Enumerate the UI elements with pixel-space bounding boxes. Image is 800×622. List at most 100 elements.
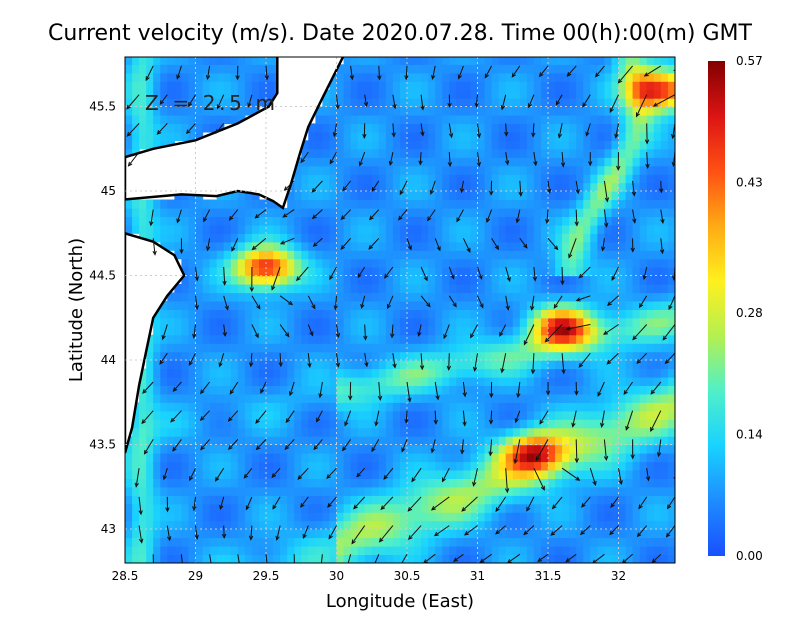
field-cell — [174, 115, 182, 124]
field-cell — [499, 453, 507, 462]
field-cell — [442, 259, 450, 268]
field-cell — [280, 394, 288, 403]
field-cell — [386, 107, 394, 116]
field-cell — [640, 309, 648, 318]
field-cell — [562, 538, 570, 547]
field-cell — [449, 107, 457, 116]
field-cell — [351, 225, 359, 234]
field-cell — [435, 478, 443, 487]
field-cell — [633, 81, 641, 90]
field-cell — [379, 343, 387, 352]
field-cell — [160, 343, 168, 352]
field-cell — [428, 107, 436, 116]
field-cell — [266, 394, 274, 403]
field-cell — [203, 470, 211, 479]
field-cell — [196, 335, 204, 344]
field-cell — [231, 309, 239, 318]
field-cell — [463, 225, 471, 234]
field-cell — [301, 512, 309, 521]
field-cell — [231, 504, 239, 513]
field-cell — [583, 166, 591, 175]
field-cell — [315, 402, 323, 411]
field-cell — [647, 225, 655, 234]
field-cell — [548, 149, 556, 158]
field-cell — [231, 554, 239, 563]
field-cell — [513, 369, 521, 378]
field-cell — [633, 284, 641, 293]
field-cell — [428, 276, 436, 285]
field-cell — [132, 554, 140, 563]
field-cell — [351, 521, 359, 530]
field-cell — [633, 318, 641, 327]
field-cell — [181, 81, 189, 90]
field-cell — [344, 309, 352, 318]
field-cell — [351, 276, 359, 285]
field-cell — [245, 318, 253, 327]
field-cell — [661, 428, 669, 437]
field-cell — [252, 64, 260, 73]
field-cell — [506, 166, 514, 175]
field-cell — [132, 495, 140, 504]
field-cell — [485, 47, 493, 56]
field-cell — [358, 369, 366, 378]
field-cell — [456, 478, 464, 487]
field-cell — [294, 360, 302, 369]
field-cell — [456, 335, 464, 344]
field-cell — [217, 385, 225, 394]
field-cell — [442, 132, 450, 141]
field-cell — [449, 284, 457, 293]
field-cell — [513, 132, 521, 141]
field-cell — [456, 267, 464, 276]
field-cell — [604, 149, 612, 158]
field-cell — [449, 512, 457, 521]
field-cell — [132, 445, 140, 454]
field-cell — [358, 343, 366, 352]
field-cell — [308, 402, 316, 411]
field-cell — [224, 309, 232, 318]
field-cell — [379, 200, 387, 209]
field-cell — [499, 385, 507, 394]
field-cell — [273, 419, 281, 428]
field-cell — [520, 107, 528, 116]
field-cell — [174, 546, 182, 555]
field-cell — [153, 529, 161, 538]
field-cell — [365, 191, 373, 200]
field-cell — [583, 242, 591, 251]
field-cell — [456, 166, 464, 175]
field-cell — [478, 411, 486, 420]
field-cell — [492, 284, 500, 293]
field-cell — [308, 470, 316, 479]
field-cell — [414, 445, 422, 454]
field-cell — [661, 157, 669, 166]
field-cell — [287, 343, 295, 352]
field-cell — [442, 546, 450, 555]
field-cell — [619, 73, 627, 82]
field-cell — [181, 284, 189, 293]
field-cell — [576, 419, 584, 428]
field-cell — [266, 436, 274, 445]
field-cell — [125, 98, 133, 107]
field-cell — [428, 402, 436, 411]
field-cell — [597, 529, 605, 538]
field-cell — [520, 512, 528, 521]
field-cell — [619, 521, 627, 530]
field-cell — [619, 115, 627, 124]
field-cell — [555, 107, 563, 116]
field-cell — [146, 512, 154, 521]
field-cell — [626, 335, 634, 344]
field-cell — [351, 191, 359, 200]
field-cell — [308, 529, 316, 538]
field-cell — [527, 90, 535, 99]
field-cell — [393, 495, 401, 504]
field-cell — [365, 470, 373, 479]
field-cell — [548, 495, 556, 504]
field-cell — [654, 267, 662, 276]
field-cell — [238, 335, 246, 344]
field-cell — [569, 233, 577, 242]
field-cell — [562, 259, 570, 268]
field-cell — [252, 81, 260, 90]
field-cell — [294, 445, 302, 454]
field-cell — [492, 538, 500, 547]
field-cell — [569, 352, 577, 361]
